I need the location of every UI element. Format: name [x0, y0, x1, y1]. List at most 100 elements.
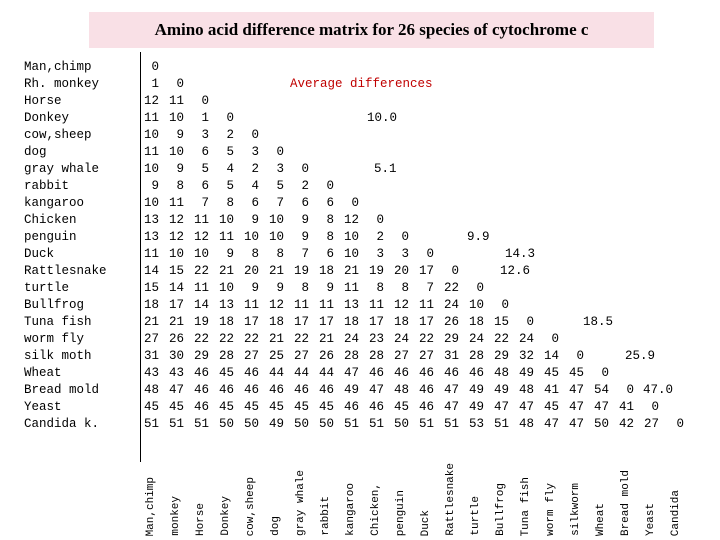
matrix-cell: 11 — [418, 298, 434, 312]
matrix-cell: 51 — [143, 417, 159, 431]
matrix-cell: 10 — [168, 145, 184, 159]
matrix-cell: 45 — [543, 400, 559, 414]
matrix-cell: 12 — [193, 230, 209, 244]
matrix-cell: 27 — [243, 349, 259, 363]
matrix-cell: 18 — [143, 298, 159, 312]
matrix-cell: 10 — [143, 128, 159, 142]
matrix-cell: 22 — [293, 332, 309, 346]
matrix-cell: 44 — [293, 366, 309, 380]
row-label: Candida k. — [24, 417, 100, 431]
matrix-cell: 45 — [143, 400, 159, 414]
matrix-cell: 13 — [143, 230, 159, 244]
matrix-cell: 20 — [393, 264, 409, 278]
average-value: 14.3 — [505, 247, 536, 261]
matrix-cell: 0 — [626, 383, 634, 397]
matrix-cell: 44 — [268, 366, 284, 380]
matrix-cell: 27 — [293, 349, 309, 363]
matrix-cell: 21 — [168, 315, 184, 329]
matrix-cell: 3 — [276, 162, 284, 176]
title-banner: Amino acid difference matrix for 26 spec… — [89, 12, 654, 48]
matrix-cell: 29 — [493, 349, 509, 363]
matrix-cell: 6 — [251, 196, 259, 210]
matrix-cell: 11 — [243, 298, 259, 312]
matrix-cell: 27 — [143, 332, 159, 346]
column-label: kangaroo — [345, 483, 357, 536]
column-label: silkworm — [570, 483, 582, 536]
matrix-cell: 46 — [443, 366, 459, 380]
column-label: Donkey — [220, 496, 232, 536]
matrix-cell: 46 — [418, 400, 434, 414]
matrix-cell: 46 — [468, 366, 484, 380]
matrix-cell: 4 — [226, 162, 234, 176]
matrix-cell: 45 — [268, 400, 284, 414]
matrix-cell: 0 — [576, 349, 584, 363]
matrix-cell: 11 — [193, 281, 209, 295]
matrix-cell: 47 — [368, 383, 384, 397]
row-label: silk moth — [24, 349, 92, 363]
matrix-cell: 21 — [343, 264, 359, 278]
matrix-cell: 0 — [526, 315, 534, 329]
matrix-cell: 31 — [143, 349, 159, 363]
matrix-cell: 11 — [343, 281, 359, 295]
average-value: 9.9 — [467, 230, 490, 244]
matrix-cell: 0 — [476, 281, 484, 295]
column-label: Man,chimp — [145, 476, 157, 536]
column-label: penguin — [395, 489, 407, 536]
row-label: gray whale — [24, 162, 100, 176]
matrix-cell: 28 — [218, 349, 234, 363]
matrix-cell: 42 — [618, 417, 634, 431]
column-label: Bread mold — [620, 469, 632, 536]
matrix-cell: 11 — [168, 94, 184, 108]
matrix-cell: 45 — [243, 400, 259, 414]
matrix-cell: 0 — [251, 128, 259, 142]
matrix-cell: 5 — [226, 179, 234, 193]
matrix-cell: 51 — [343, 417, 359, 431]
average-differences-heading: Average differences — [290, 77, 433, 91]
matrix-cell: 3 — [201, 128, 209, 142]
matrix-cell: 46 — [368, 400, 384, 414]
average-value: 12.6 — [500, 264, 531, 278]
matrix-cell: 7 — [201, 196, 209, 210]
matrix-cell: 32 — [518, 349, 534, 363]
matrix-cell: 47 — [568, 383, 584, 397]
column-label: Duck — [420, 509, 432, 536]
column-label: gray whale — [295, 469, 307, 536]
matrix-cell: 2 — [251, 162, 259, 176]
column-label: Tuna fish — [520, 476, 532, 536]
row-label: dog — [24, 145, 47, 159]
matrix-cell: 50 — [243, 417, 259, 431]
matrix-cell: 15 — [493, 315, 509, 329]
matrix-cell: 3 — [401, 247, 409, 261]
matrix-cell: 15 — [143, 281, 159, 295]
matrix-cell: 50 — [293, 417, 309, 431]
matrix-cell: 0 — [601, 366, 609, 380]
matrix-cell: 1 — [201, 111, 209, 125]
matrix-cell: 47 — [568, 417, 584, 431]
matrix-cell: 0 — [501, 298, 509, 312]
row-label: worm fly — [24, 332, 85, 346]
matrix-cell: 0 — [551, 332, 559, 346]
matrix-cell: 11 — [293, 298, 309, 312]
matrix-cell: 45 — [568, 366, 584, 380]
column-label: Yeast — [645, 502, 657, 536]
column-label: monkey — [170, 496, 182, 536]
matrix-cell: 18 — [468, 315, 484, 329]
matrix-cell: 0 — [351, 196, 359, 210]
matrix-cell: 48 — [143, 383, 159, 397]
average-value: 18.5 — [583, 315, 614, 329]
matrix-cell: 9 — [301, 230, 309, 244]
matrix-cell: 10 — [193, 247, 209, 261]
matrix-cell: 9 — [226, 247, 234, 261]
matrix-cell: 48 — [518, 383, 534, 397]
matrix-cell: 46 — [268, 383, 284, 397]
matrix-cell: 18 — [393, 315, 409, 329]
matrix-cell: 0 — [151, 60, 159, 74]
matrix-cell: 6 — [201, 145, 209, 159]
row-label: Bread mold — [24, 383, 100, 397]
row-label: Bullfrog — [24, 298, 85, 312]
matrix-cell: 22 — [218, 332, 234, 346]
matrix-cell: 27 — [643, 417, 659, 431]
matrix-cell: 46 — [418, 366, 434, 380]
matrix-cell: 0 — [226, 111, 234, 125]
matrix-cell: 43 — [168, 366, 184, 380]
